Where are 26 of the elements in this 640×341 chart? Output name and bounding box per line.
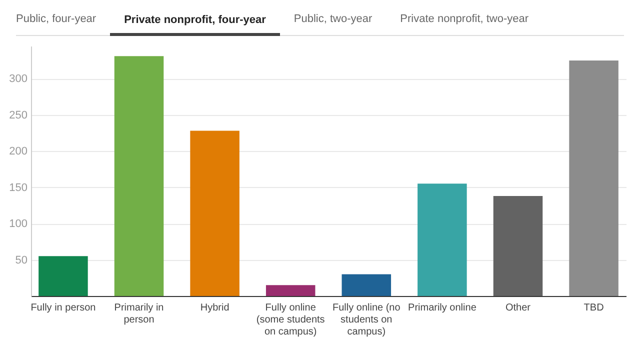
bar bbox=[190, 130, 240, 296]
x-tick-label: Other bbox=[505, 302, 532, 314]
x-tick-label: TBD bbox=[584, 302, 604, 314]
x-tick-label: Fully online (no students on campus) bbox=[332, 302, 401, 338]
text: Private nonprofit, four-year bbox=[110, 14, 280, 36]
x-tick-label: Fully in person bbox=[30, 302, 96, 314]
x-tick-label: Primarily online bbox=[408, 302, 477, 314]
x-tick-label: Primarily in person bbox=[114, 302, 164, 326]
y-tick-label: 200 bbox=[9, 146, 28, 158]
bar bbox=[493, 196, 543, 296]
y-tick-label: 250 bbox=[9, 109, 28, 122]
bar bbox=[114, 56, 164, 296]
text: Public, two-year bbox=[292, 13, 374, 27]
bar bbox=[266, 285, 316, 296]
y-tick-label: 300 bbox=[9, 73, 28, 86]
x-tick-label: Fully online (some students on campus) bbox=[256, 302, 325, 338]
text: Public, four-year bbox=[16, 13, 98, 27]
bar bbox=[342, 274, 392, 296]
bar bbox=[38, 256, 88, 296]
bar bbox=[569, 60, 618, 296]
y-tick-label: 50 bbox=[15, 254, 28, 266]
y-tick-label: 150 bbox=[9, 182, 28, 194]
y-tick-label: 100 bbox=[9, 218, 28, 230]
bar bbox=[418, 184, 467, 296]
x-tick-label: Hybrid bbox=[200, 302, 230, 314]
text: Private nonprofit, two-year bbox=[399, 13, 530, 27]
